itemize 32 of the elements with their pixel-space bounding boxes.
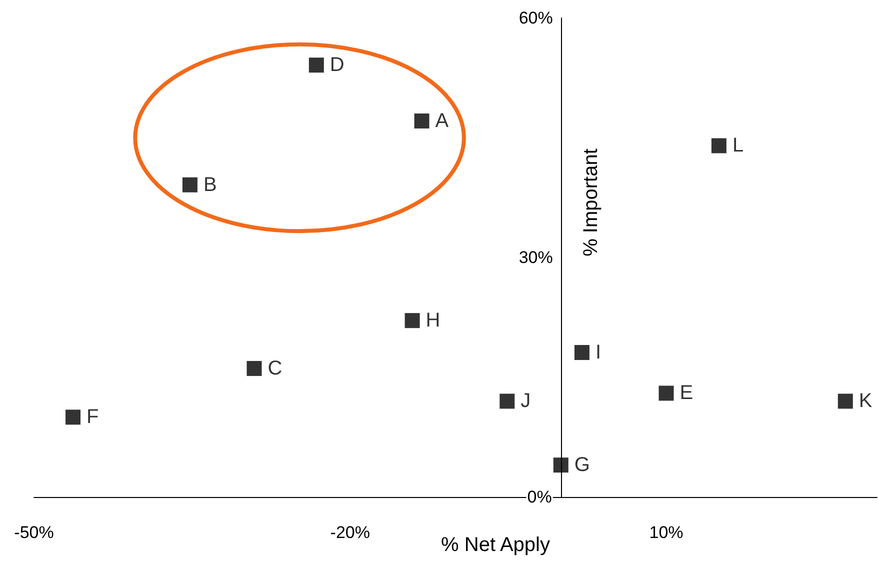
annotation: G: [574, 454, 590, 476]
y-axis-title: % Important: [580, 148, 602, 256]
x-tick-label: 10%: [649, 523, 684, 542]
annotation: J: [520, 390, 531, 412]
annotation: F: [86, 406, 99, 428]
point: [658, 386, 674, 401]
point: [182, 177, 198, 192]
annotation: E: [680, 382, 694, 404]
point: [500, 394, 515, 409]
y-tick-label: 30%: [518, 248, 553, 267]
annotation: K: [858, 390, 873, 412]
x-tick-label: -50%: [14, 523, 54, 542]
point: [65, 410, 80, 425]
annotation: B: [203, 174, 217, 196]
annotation: C: [268, 357, 282, 380]
point: [711, 138, 726, 154]
point: [246, 360, 262, 376]
x-tick-label: -20%: [330, 523, 370, 542]
annotation: L: [732, 134, 744, 157]
y-tick-label: 60%: [518, 8, 553, 28]
point: [574, 345, 590, 360]
y-tick-label: 0%: [527, 488, 552, 506]
point: [404, 313, 420, 328]
point: [308, 58, 324, 73]
annotation: D: [330, 54, 344, 76]
x-axis-title: % Net Apply: [441, 534, 550, 556]
annotation: H: [426, 310, 440, 332]
point: [414, 113, 430, 128]
annotation: I: [595, 342, 602, 364]
annotation: A: [435, 110, 450, 132]
point: [553, 458, 568, 473]
point: [838, 394, 853, 409]
